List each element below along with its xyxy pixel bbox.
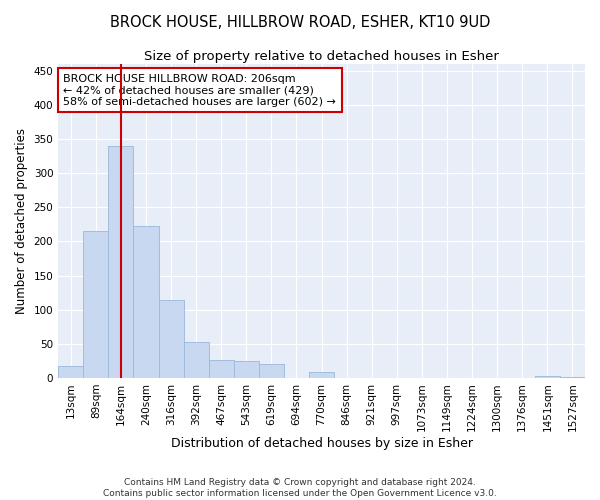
Bar bbox=[83, 231, 109, 378]
Bar bbox=[560, 377, 585, 378]
X-axis label: Distribution of detached houses by size in Esher: Distribution of detached houses by size … bbox=[170, 437, 473, 450]
Bar bbox=[109, 146, 133, 378]
Text: Contains HM Land Registry data © Crown copyright and database right 2024.
Contai: Contains HM Land Registry data © Crown c… bbox=[103, 478, 497, 498]
Title: Size of property relative to detached houses in Esher: Size of property relative to detached ho… bbox=[144, 50, 499, 63]
Bar bbox=[133, 226, 158, 378]
Bar bbox=[58, 366, 83, 378]
Bar bbox=[535, 376, 560, 378]
Text: BROCK HOUSE HILLBROW ROAD: 206sqm
← 42% of detached houses are smaller (429)
58%: BROCK HOUSE HILLBROW ROAD: 206sqm ← 42% … bbox=[64, 74, 337, 107]
Bar bbox=[309, 372, 334, 378]
Bar bbox=[209, 360, 234, 378]
Bar bbox=[234, 361, 259, 378]
Bar bbox=[259, 364, 284, 378]
Bar bbox=[184, 342, 209, 378]
Text: BROCK HOUSE, HILLBROW ROAD, ESHER, KT10 9UD: BROCK HOUSE, HILLBROW ROAD, ESHER, KT10 … bbox=[110, 15, 490, 30]
Bar bbox=[158, 300, 184, 378]
Y-axis label: Number of detached properties: Number of detached properties bbox=[15, 128, 28, 314]
